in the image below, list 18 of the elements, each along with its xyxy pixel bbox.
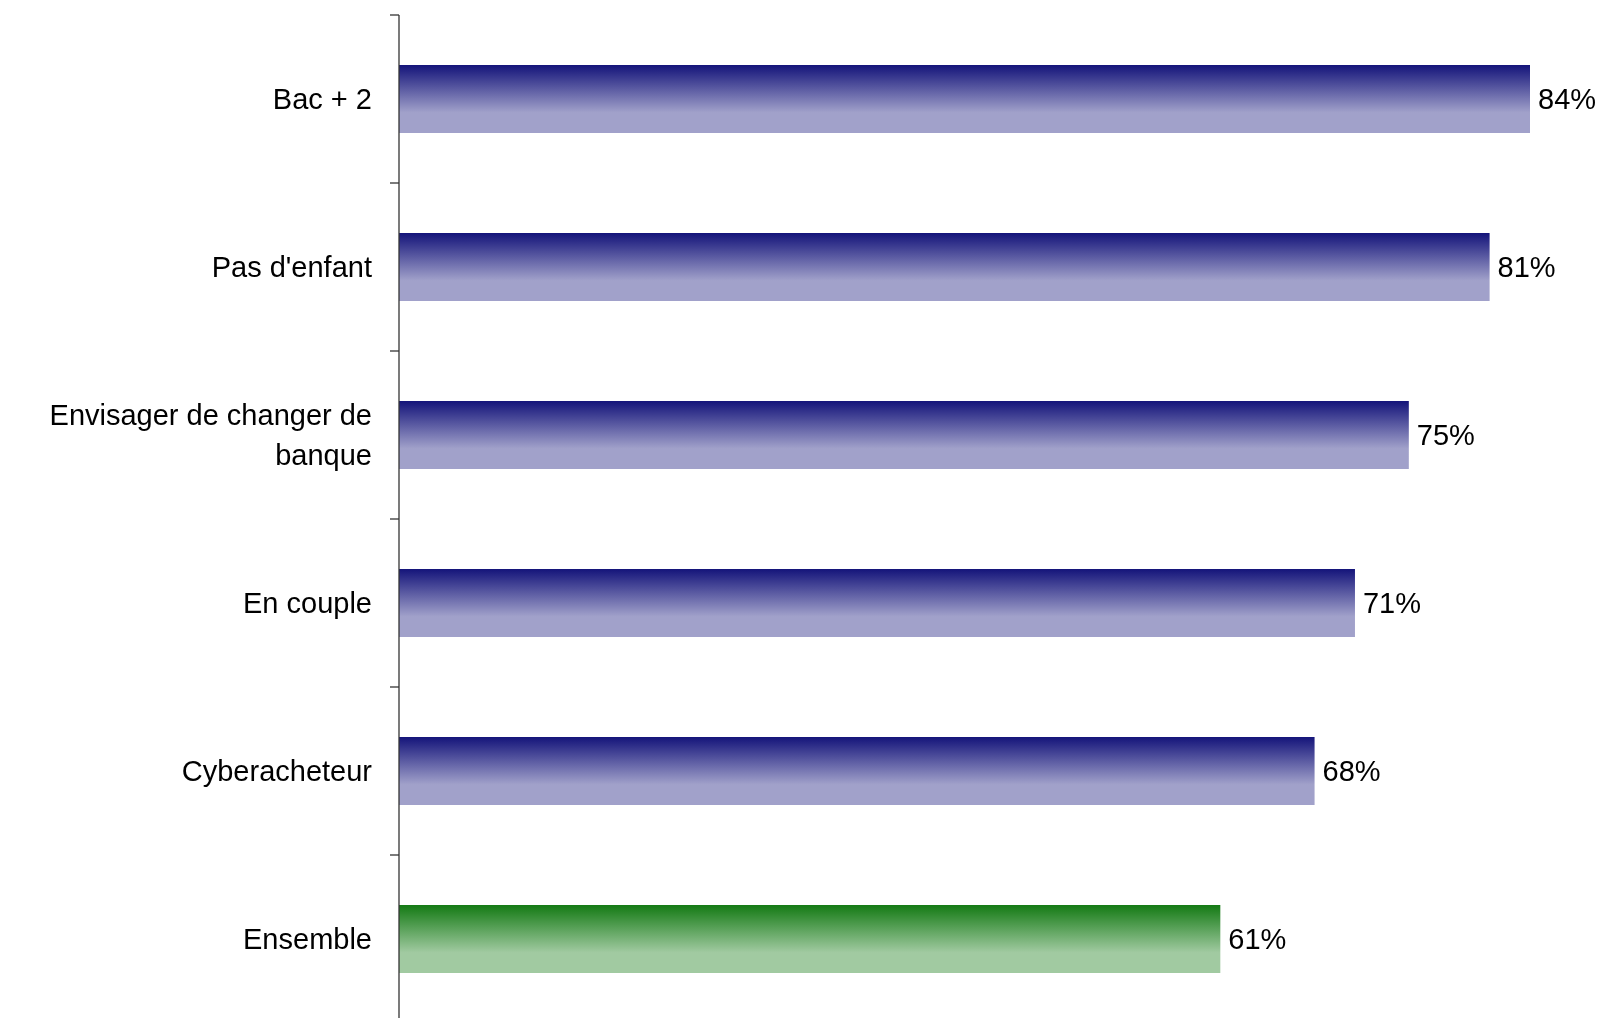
bar <box>399 905 1221 973</box>
data-label: 75% <box>1416 419 1475 452</box>
y-tick-label: Ensemble <box>243 923 372 956</box>
bar <box>399 233 1490 301</box>
bar <box>399 737 1315 805</box>
bar <box>399 65 1530 133</box>
data-label: 81% <box>1497 251 1556 284</box>
data-label: 68% <box>1322 755 1381 788</box>
y-tick-label: Pas d'enfant <box>211 251 372 284</box>
bar <box>399 569 1355 637</box>
data-label: 61% <box>1228 923 1287 956</box>
y-tick-label: En couple <box>243 587 372 620</box>
y-tick-label: Envisager de changer de banque <box>49 399 372 472</box>
y-tick-label: Bac + 2 <box>272 83 372 116</box>
y-tick-label: Cyberacheteur <box>181 755 373 788</box>
data-label: 84% <box>1538 83 1597 116</box>
data-label: 71% <box>1362 587 1422 620</box>
bar <box>399 401 1409 469</box>
